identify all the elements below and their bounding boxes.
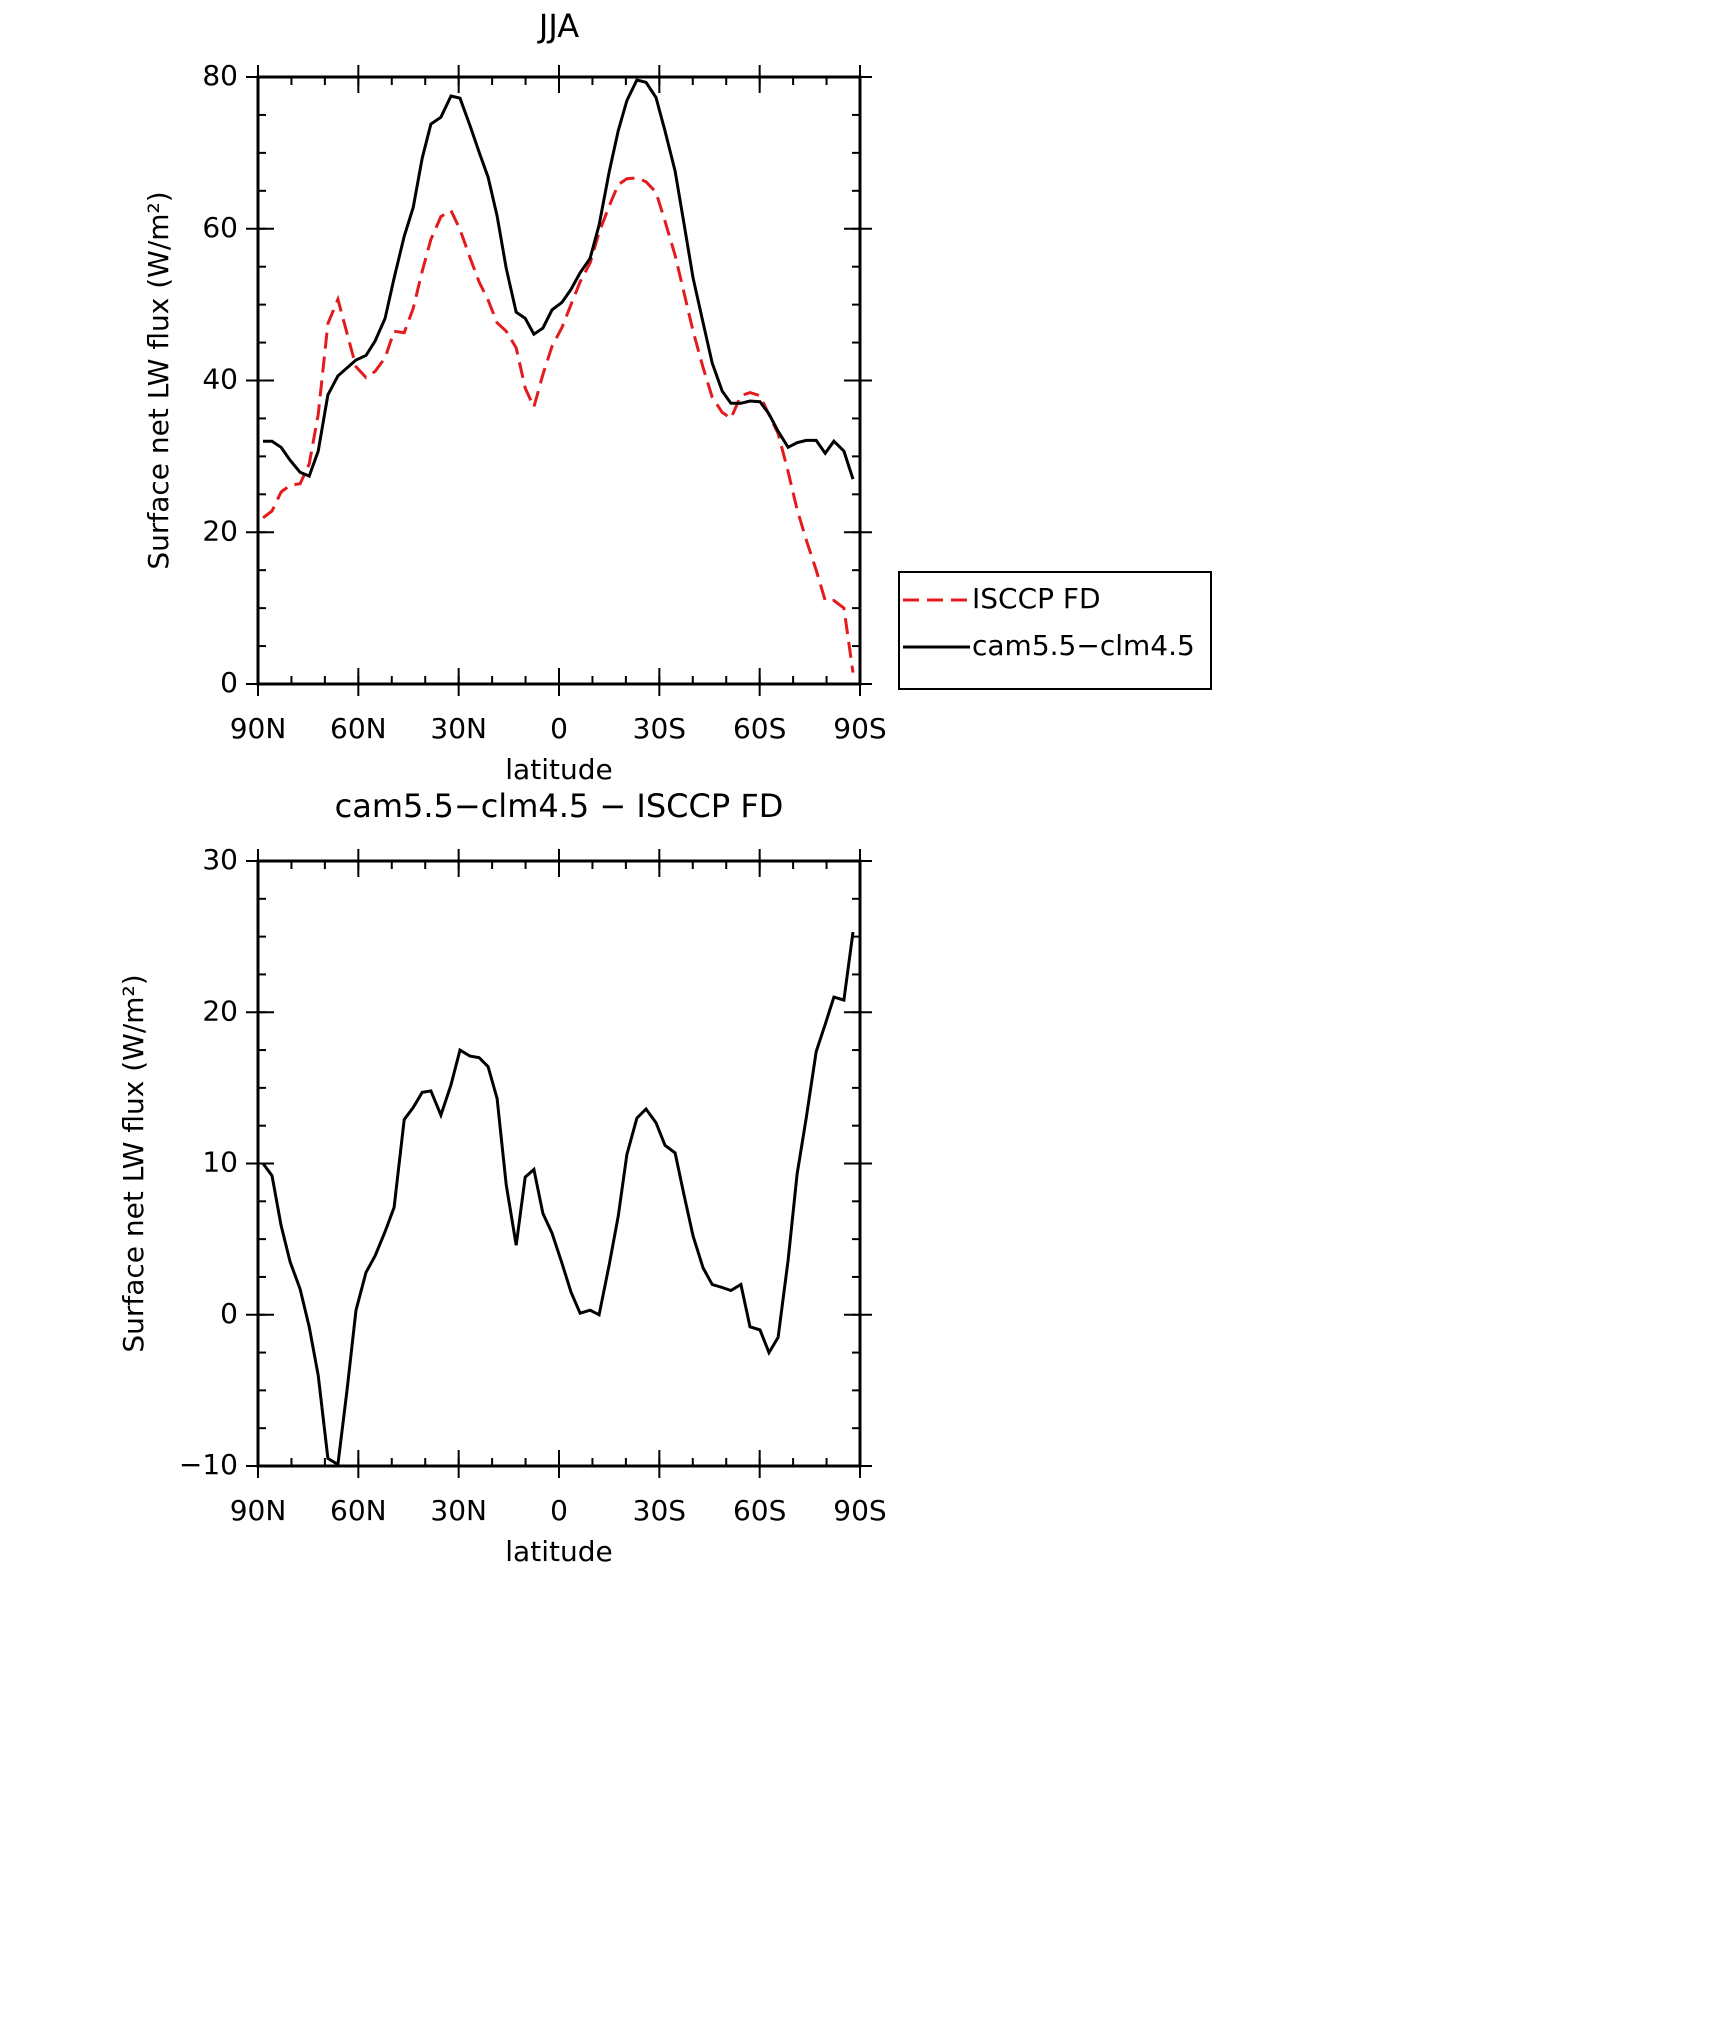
data-line (263, 78, 855, 480)
y-tick-label: −10 (179, 1448, 238, 1481)
data-line (262, 176, 855, 673)
x-tick-label: 30S (633, 712, 686, 745)
y-tick-label: 80 (202, 59, 238, 92)
x-tick-label: 30N (430, 1494, 487, 1527)
x-axis-label: latitude (505, 753, 612, 786)
y-axis-label: Surface net LW flux (W/m²) (117, 974, 150, 1352)
plot-frame (256, 75, 862, 686)
x-tick-label: 90S (833, 1494, 886, 1527)
legend-label: cam5.5−clm4.5 (972, 629, 1195, 662)
x-tick-label: 90N (230, 1494, 287, 1527)
chart-title: cam5.5−clm4.5 − ISCCP FD (335, 787, 784, 825)
y-tick-label: 30 (202, 843, 238, 876)
x-tick-label: 60S (733, 1494, 786, 1527)
y-tick-label: 0 (220, 1297, 238, 1330)
y-tick-label: 10 (202, 1146, 238, 1179)
x-tick-label: 0 (550, 712, 568, 745)
legend-label: ISCCP FD (972, 582, 1101, 615)
legend-box (898, 571, 1212, 690)
y-tick-label: 40 (202, 363, 238, 396)
y-axis-label: Surface net LW flux (W/m²) (142, 191, 175, 569)
plot-frame (256, 859, 862, 1468)
y-tick-label: 20 (202, 514, 238, 547)
data-line (261, 931, 855, 1467)
x-tick-label: 90S (833, 712, 886, 745)
chart-title: JJA (537, 7, 579, 45)
x-tick-label: 30S (633, 1494, 686, 1527)
x-axis-label: latitude (505, 1535, 612, 1568)
y-tick-label: 60 (202, 211, 238, 244)
x-tick-label: 60S (733, 712, 786, 745)
x-tick-label: 0 (550, 1494, 568, 1527)
x-tick-label: 60N (330, 712, 387, 745)
y-tick-label: 20 (202, 994, 238, 1027)
x-tick-label: 30N (430, 712, 487, 745)
y-tick-label: 0 (220, 666, 238, 699)
x-tick-label: 90N (230, 712, 287, 745)
x-tick-label: 60N (330, 1494, 387, 1527)
